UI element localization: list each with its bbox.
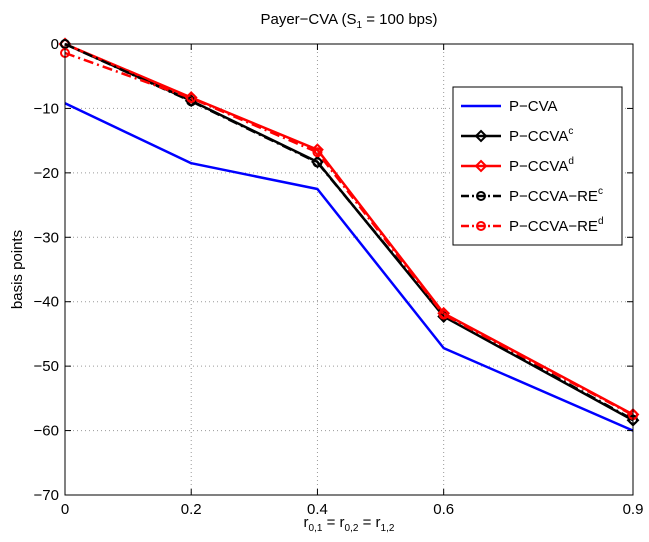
chart-title-text: Payer−CVA (S bbox=[260, 11, 356, 28]
x-tick-label: 0.9 bbox=[623, 501, 644, 518]
legend-label-sup: d bbox=[568, 156, 574, 167]
legend-marker bbox=[474, 159, 488, 173]
series-point bbox=[312, 147, 323, 158]
legend-item: P−CCVA−REd bbox=[461, 216, 604, 235]
y-tick-label: −70 bbox=[34, 487, 59, 504]
legend-marker bbox=[476, 221, 486, 231]
chart-title-sub: 1 bbox=[356, 20, 362, 31]
series-line bbox=[64, 102, 634, 432]
series-line bbox=[64, 42, 634, 421]
series-point bbox=[311, 143, 324, 157]
x-tick-label: 0 bbox=[61, 501, 69, 518]
series-layer bbox=[58, 37, 640, 432]
legend-label-sup: c bbox=[598, 186, 603, 197]
y-tick-label: −20 bbox=[34, 165, 59, 182]
y-tick-label: −60 bbox=[34, 423, 59, 440]
x-axis-title-text: = r bbox=[322, 514, 344, 531]
legend-label: P−CCVAc bbox=[509, 126, 573, 145]
x-axis-title: r0,1 = r0,2 = r1,2 bbox=[304, 514, 395, 534]
x-axis-title-sub: 0,2 bbox=[345, 523, 359, 534]
series-point bbox=[186, 93, 197, 104]
x-axis-title-sub: 0,1 bbox=[309, 523, 323, 534]
legend-marker bbox=[474, 129, 488, 143]
chart-title: Payer−CVA (S1 = 100 bps) bbox=[260, 11, 437, 31]
series-line bbox=[64, 51, 634, 417]
y-tick-label: −10 bbox=[34, 100, 59, 117]
y-tick-label: 0 bbox=[51, 36, 59, 53]
legend-label-text: P−CCVA bbox=[509, 128, 568, 145]
x-tick-label: 0.2 bbox=[181, 501, 202, 518]
grid bbox=[65, 44, 633, 495]
legend-item: P−CCVAc bbox=[461, 126, 573, 145]
y-tick-label: −40 bbox=[34, 294, 59, 311]
legend-label-sup: d bbox=[598, 216, 604, 227]
legend-label: P−CCVA−REd bbox=[509, 216, 604, 235]
legend-item: P−CVA bbox=[461, 98, 558, 115]
legend-label: P−CCVAd bbox=[509, 156, 574, 175]
y-tick-label: −30 bbox=[34, 229, 59, 246]
legend-label: P−CCVA−REc bbox=[509, 186, 603, 205]
legend-label-text: P−CCVA bbox=[509, 158, 568, 175]
legend-label-text: P−CCVA−RE bbox=[509, 218, 598, 235]
x-axis-title-text: r bbox=[304, 514, 309, 531]
x-axis-title-text: = r bbox=[358, 514, 380, 531]
legend-label-sup: c bbox=[568, 126, 573, 137]
series-point bbox=[312, 157, 323, 168]
series-point bbox=[438, 309, 449, 320]
legend-label-text: P−CVA bbox=[509, 98, 558, 115]
plot-frame bbox=[64, 43, 634, 496]
x-axis-title-sub: 1,2 bbox=[381, 523, 395, 534]
x-tick-label: 0.6 bbox=[433, 501, 454, 518]
series-point bbox=[186, 96, 197, 107]
x-tick-label: 0.4 bbox=[307, 501, 328, 518]
legend-marker bbox=[476, 191, 486, 201]
legend-item: P−CCVAd bbox=[461, 156, 574, 175]
y-tick-label: −50 bbox=[34, 358, 59, 375]
axis-ticks: 0 0.2 0.4 0.6 0.9 0 −10 −20 −30 −40 −50 −60 −70 bbox=[34, 36, 644, 518]
y-axis-title: basis points bbox=[9, 230, 26, 309]
chart-title-tail: = 100 bps) bbox=[362, 11, 437, 28]
legend-label-text: P−CCVA−RE bbox=[509, 188, 598, 205]
series-1 bbox=[64, 102, 634, 432]
legend-label: P−CVA bbox=[509, 98, 558, 115]
legend-item: P−CCVA−REc bbox=[461, 186, 603, 205]
